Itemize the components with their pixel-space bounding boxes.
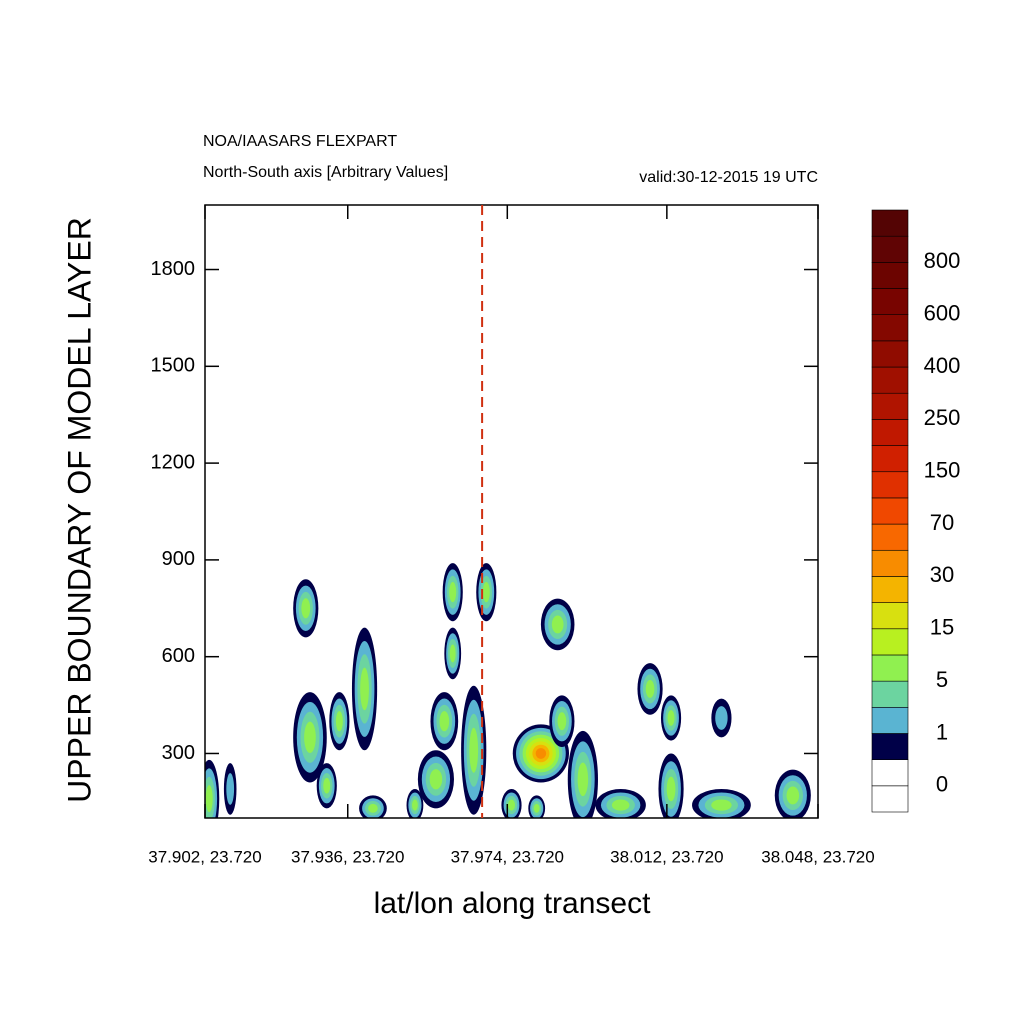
- colorbar-box: [871, 288, 909, 315]
- contour-level: [645, 679, 655, 698]
- contour-level: [533, 803, 540, 813]
- contour-field: [205, 563, 811, 818]
- contour-level: [507, 799, 516, 811]
- y-tick-label: 900: [162, 548, 195, 570]
- contour-level: [611, 799, 630, 811]
- colorbar-label: 0: [936, 772, 948, 797]
- contour-level: [667, 710, 675, 726]
- colorbar-label: 70: [930, 510, 954, 535]
- colorbar-box: [871, 602, 909, 630]
- colorbar-label: 1: [936, 719, 948, 744]
- colorbar-box: [871, 497, 909, 525]
- y-tick-label: 1500: [151, 355, 196, 377]
- y-tick-label: 1200: [151, 451, 196, 473]
- x-tick-label: 38.048, 23.720: [761, 847, 874, 866]
- contour-level: [711, 799, 732, 811]
- y-tick-label: 300: [162, 742, 195, 764]
- contour-level: [304, 721, 316, 754]
- contour-level: [666, 776, 676, 802]
- colorbar-label: 250: [924, 405, 961, 430]
- colorbar-box: [871, 628, 909, 656]
- contour-level: [412, 799, 418, 811]
- colorbar-box: [871, 523, 909, 551]
- colorbar-box: [871, 314, 909, 342]
- colorbar-label: 15: [930, 615, 954, 640]
- colorbar-box: [871, 340, 909, 368]
- colorbar-label: 400: [924, 353, 961, 378]
- colorbar-label: 30: [930, 562, 954, 587]
- colorbar-box: [871, 654, 909, 682]
- contour-level: [301, 598, 311, 619]
- contour-level: [360, 667, 369, 711]
- colorbar-box: [871, 445, 909, 473]
- colorbar-box: [871, 733, 909, 760]
- contour-level: [205, 785, 213, 813]
- colorbar-box: [871, 576, 909, 603]
- colorbar-box: [871, 392, 909, 420]
- colorbar-box: [871, 680, 909, 708]
- colorbar-label: 5: [936, 667, 948, 692]
- contour-level: [323, 777, 331, 794]
- contour-level: [226, 773, 235, 805]
- contour-level: [469, 727, 479, 773]
- chart-title: NOA/IAASARS FLEXPART: [203, 133, 397, 150]
- contour-level: [429, 769, 443, 790]
- colorbar-box: [871, 549, 909, 577]
- colorbar-box: [871, 419, 909, 446]
- colorbar-label: 600: [924, 301, 961, 326]
- colorbar-label: 800: [924, 248, 961, 273]
- contour-level: [368, 803, 378, 813]
- x-tick-label: 37.936, 23.720: [291, 847, 404, 866]
- colorbar-box: [871, 785, 909, 813]
- x-axis-label: lat/lon along transect: [374, 887, 652, 920]
- colorbar-box: [871, 209, 909, 237]
- contour-level: [335, 711, 343, 732]
- contour-level: [449, 582, 457, 603]
- valid-time: valid:30-12-2015 19 UTC: [639, 169, 818, 186]
- contour-level: [439, 711, 450, 732]
- colorbar-box: [871, 235, 909, 263]
- contour-level: [551, 615, 564, 634]
- x-tick-label: 37.902, 23.720: [148, 847, 261, 866]
- colorbar-box: [871, 759, 909, 787]
- colorbar-box: [871, 471, 909, 499]
- colorbar-box: [871, 262, 909, 289]
- colorbar-label: 150: [924, 458, 961, 483]
- contour-level: [715, 706, 728, 730]
- y-axis-label: UPPER BOUNDARY OF MODEL LAYER: [61, 217, 97, 803]
- colorbar-box: [871, 366, 909, 394]
- y-tick-label: 1800: [151, 258, 196, 280]
- contour-level: [577, 762, 589, 797]
- colorbar-box: [871, 707, 909, 734]
- contour-level: [482, 582, 490, 603]
- y-tick-label: 600: [162, 645, 195, 667]
- plot-frame: [204, 204, 819, 819]
- contour-level: [535, 748, 547, 759]
- contour-level: [557, 712, 567, 731]
- chart-subtitle: North-South axis [Arbitrary Values]: [203, 164, 448, 181]
- x-tick-label: 37.974, 23.720: [451, 847, 564, 866]
- contour-level: [786, 786, 800, 805]
- contour-level: [449, 644, 456, 663]
- x-tick-label: 38.012, 23.720: [610, 847, 723, 866]
